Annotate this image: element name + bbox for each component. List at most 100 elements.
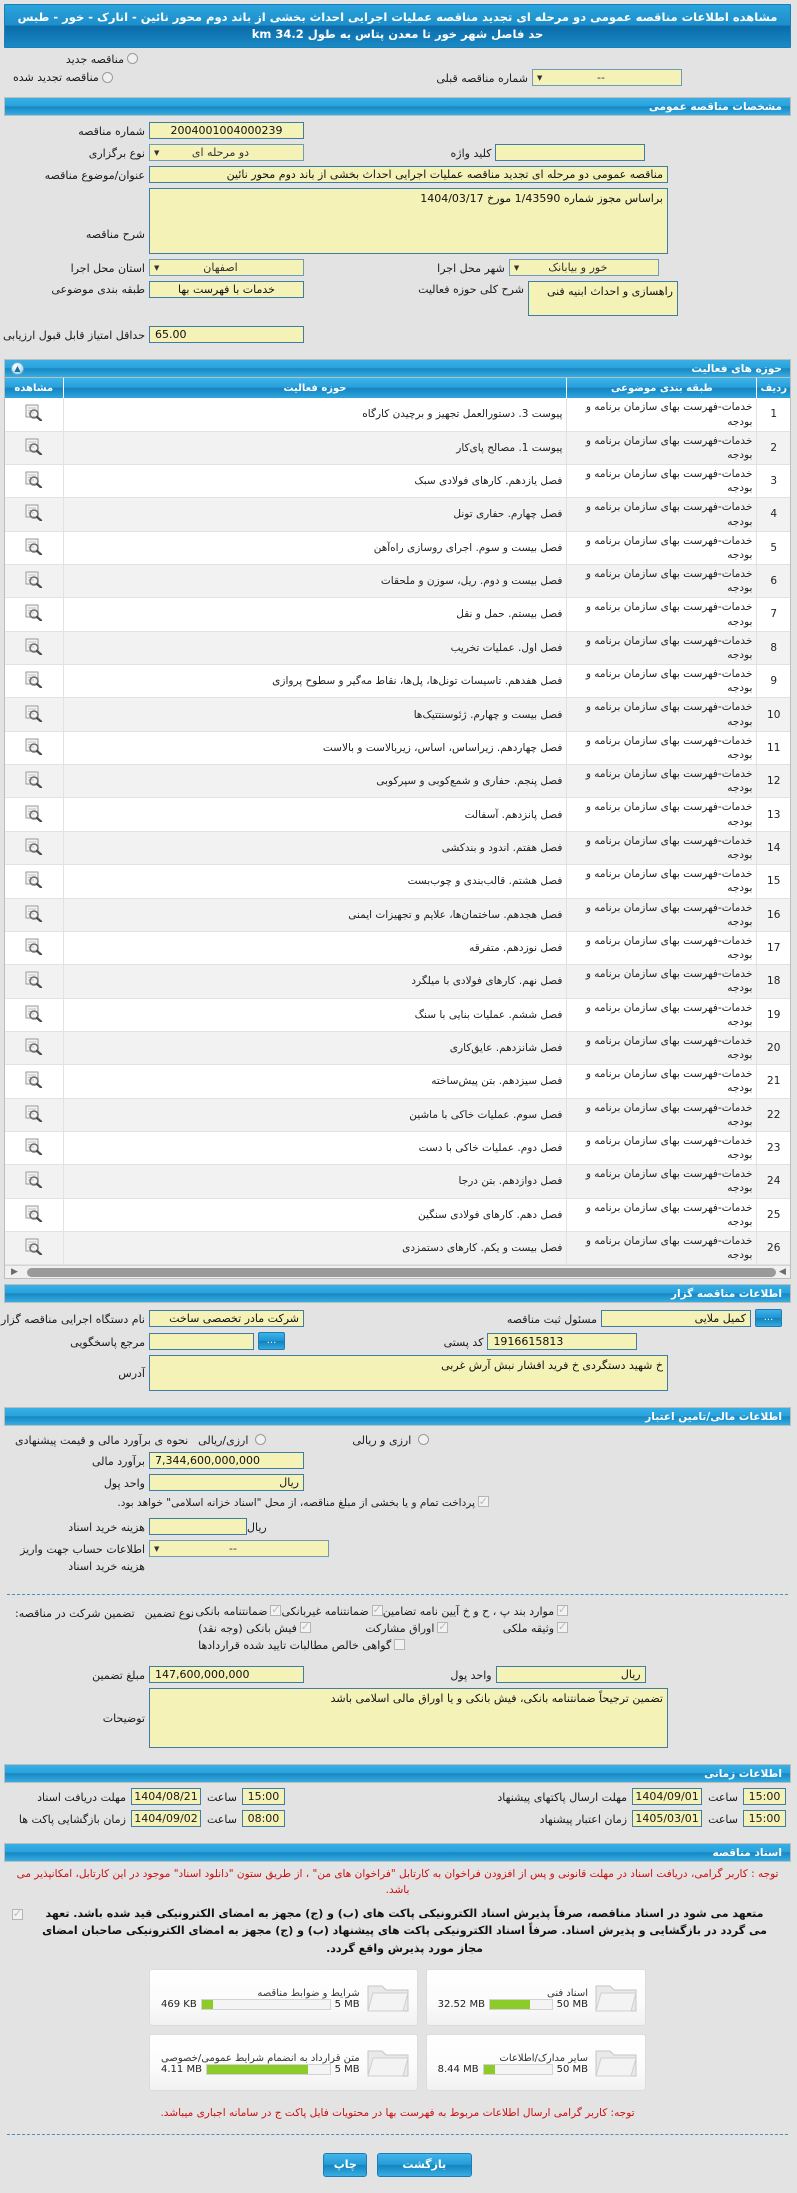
city-select[interactable]: خور و بیابانک [509, 259, 660, 277]
view-row-button[interactable] [6, 1098, 64, 1132]
opening-time-field[interactable]: 08:00 [242, 1810, 286, 1828]
view-row-button[interactable] [6, 931, 64, 966]
checkbox-guarantee-option-2[interactable] [558, 1603, 570, 1617]
view-row-button[interactable] [6, 1231, 64, 1266]
radio-new-tender[interactable] [128, 53, 139, 65]
previous-tender-number-select[interactable]: -- [533, 69, 683, 87]
issuer-org-field[interactable]: شرکت مادر تخصصی ساخت [150, 1309, 305, 1327]
view-row-button[interactable] [6, 664, 64, 699]
label-time-3: ساعت [709, 1813, 739, 1827]
registrar-field[interactable]: کمیل ملایی [602, 1309, 752, 1327]
scroll-left-icon[interactable]: ▶ [12, 1267, 19, 1278]
min-score-field[interactable]: 65.00 [150, 326, 305, 344]
back-button[interactable]: بازگشت [377, 2152, 473, 2177]
province-select[interactable]: اصفهان [150, 259, 305, 277]
reply-ref-browse-button[interactable]: ... [259, 1332, 286, 1351]
cell-activity: فصل هشتم. قالب‌بندی و چوب‌بست [63, 864, 568, 899]
doc-receive-date-field[interactable]: 1404/08/21 [132, 1788, 202, 1806]
guarantee-amount-field[interactable]: 147,600,000,000 [150, 1666, 305, 1684]
subject-field[interactable]: مناقصه عمومی دو مرحله ای تجدید مناقصه عم… [150, 166, 669, 184]
checkbox-guarantee-option-3[interactable] [300, 1620, 312, 1634]
view-row-button[interactable] [6, 1131, 64, 1166]
view-row-button[interactable] [6, 631, 64, 666]
proposal-send-time-field[interactable]: 15:00 [744, 1788, 787, 1806]
view-row-button[interactable] [6, 531, 64, 566]
currency-field[interactable]: ریال [150, 1474, 305, 1492]
view-row-button[interactable] [6, 431, 64, 466]
label-arzi-va-riali: ارزی و ریالی [353, 1434, 413, 1448]
column-header-category: طبقه بندی موضوعی [567, 378, 758, 399]
file-meta: شرایط و ضوابط مناقصه 469 KB 5 MB [157, 1986, 366, 2010]
view-row-button[interactable] [6, 398, 64, 432]
reply-ref-field[interactable] [150, 1332, 255, 1350]
description-field[interactable]: براساس مجوز شماره 1/43590 مورخ 1404/03/1… [150, 188, 669, 255]
scrollbar-thumb[interactable] [28, 1268, 777, 1278]
validity-time-field[interactable]: 15:00 [744, 1810, 787, 1828]
financial-estimate-field[interactable]: 7,344,600,000,000 [150, 1452, 305, 1470]
category-field[interactable]: خدمات با فهرست بها [150, 281, 305, 299]
address-field[interactable]: خ شهید دستگردی خ فرید افشار نبش آرش غربی [150, 1355, 669, 1392]
magnifier-icon [26, 738, 43, 756]
checkbox-treasury-note[interactable] [479, 1494, 490, 1511]
radio-renewed-tender[interactable] [102, 72, 114, 84]
keyword-field[interactable] [496, 144, 647, 162]
postal-code-field[interactable]: 1916615813 [488, 1332, 639, 1350]
view-row-button[interactable] [6, 1064, 64, 1099]
view-row-button[interactable] [6, 1031, 64, 1066]
doc-cost-field[interactable] [150, 1518, 248, 1536]
document-file-card[interactable]: اسناد فنی 32.52 MB 50 MB [426, 1969, 647, 2027]
table-horizontal-scrollbar[interactable]: ◀ ▶ [6, 1265, 791, 1279]
view-row-button[interactable] [6, 998, 64, 1032]
section-activity-areas: حوزه های فعالیت ▲ [5, 359, 792, 379]
guarantee-notes-field[interactable]: تضمین ترجیحاً ضمانتنامه بانکی، فیش بانکی… [150, 1688, 669, 1749]
document-file-card[interactable]: سایر مدارک/اطلاعات 8.44 MB 50 MB [426, 2034, 647, 2092]
view-row-button[interactable] [6, 831, 64, 866]
cell-category: خدمات-فهرست بهای سازمان برنامه و بودجه [567, 1064, 758, 1099]
cell-activity: فصل نوزدهم. متفرقه [63, 931, 568, 966]
magnifier-icon [26, 538, 43, 556]
view-row-button[interactable] [6, 964, 64, 999]
proposal-send-date-field[interactable]: 1404/09/01 [633, 1788, 704, 1806]
opening-date-field[interactable]: 1404/09/02 [132, 1810, 202, 1828]
checkbox-guarantee-option-4[interactable] [438, 1620, 450, 1634]
document-file-card[interactable]: متن قرارداد به انضمام شرایط عمومی/خصوصی 4… [150, 2034, 419, 2092]
deposit-account-select[interactable]: -- [150, 1540, 330, 1558]
view-row-button[interactable] [6, 764, 64, 799]
cell-activity: فصل چهارم. حفاری تونل [63, 497, 568, 532]
view-row-button[interactable] [6, 1164, 64, 1199]
view-row-button[interactable] [6, 898, 64, 932]
checkbox-guarantee-option-5[interactable] [558, 1620, 570, 1634]
validity-date-field[interactable]: 1405/03/01 [633, 1810, 704, 1828]
radio-arzi-va-riali[interactable] [419, 1434, 431, 1446]
registrar-browse-button[interactable]: ... [756, 1309, 783, 1328]
view-row-button[interactable] [6, 697, 64, 732]
label-arzi-riali: ارزی/ریالی [199, 1434, 250, 1448]
label-time-4: ساعت [208, 1813, 238, 1827]
view-row-button[interactable] [6, 564, 64, 599]
holding-type-select[interactable]: دو مرحله ای [149, 144, 305, 162]
label-doc-receive: مهلت دریافت اسناد [38, 1791, 127, 1805]
checkbox-guarantee-option-0[interactable] [271, 1603, 283, 1617]
general-specs-form: 2004001004000239 شماره مناقصه کلید واژه … [0, 116, 797, 354]
checkbox-guarantee-option-6[interactable] [395, 1639, 407, 1651]
view-row-button[interactable] [6, 797, 64, 832]
radio-arzi-riali[interactable] [256, 1434, 268, 1446]
scroll-right-icon[interactable]: ◀ [780, 1267, 787, 1278]
activity-description-field[interactable]: راهسازی و احداث ابنیه فنی [528, 281, 679, 317]
view-row-button[interactable] [6, 1198, 64, 1232]
view-row-button[interactable] [6, 731, 64, 766]
document-file-card[interactable]: شرایط و ضوابط مناقصه 469 KB 5 MB [150, 1969, 419, 2027]
cell-category: خدمات-فهرست بهای سازمان برنامه و بودجه [567, 864, 758, 899]
view-row-button[interactable] [6, 597, 64, 632]
cell-activity: فصل ششم. عملیات بنایی با سنگ [63, 998, 568, 1032]
print-button[interactable]: چاپ [324, 2152, 369, 2177]
checkbox-guarantee-option-1[interactable] [372, 1603, 384, 1617]
guarantee-currency-field[interactable]: ریال [496, 1666, 647, 1684]
view-row-button[interactable] [6, 464, 64, 499]
checkbox-electronic-docs[interactable] [13, 1907, 24, 1920]
doc-receive-time-field[interactable]: 15:00 [242, 1788, 286, 1806]
view-row-button[interactable] [6, 497, 64, 532]
view-row-button[interactable] [6, 864, 64, 899]
collapse-icon[interactable]: ▲ [12, 362, 25, 376]
tender-number-field[interactable]: 2004001004000239 [150, 122, 305, 140]
